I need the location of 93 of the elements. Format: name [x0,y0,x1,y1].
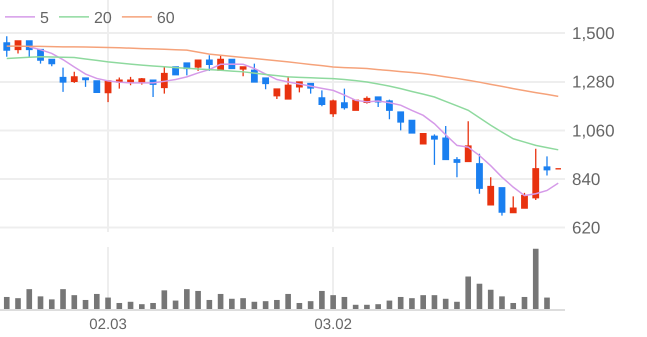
candlestick [82,77,89,88]
bar [499,296,505,309]
bar [71,295,78,309]
y-tick-label: 620 [572,218,600,238]
candlestick [521,192,528,209]
bar [105,298,111,309]
candlestick [487,176,494,206]
bar [532,248,539,309]
candlestick [420,133,427,144]
bar [94,294,100,309]
line-series [6,45,559,98]
bar [218,294,224,309]
bar [274,300,280,309]
bar [285,294,291,309]
candlestick [330,99,337,118]
x-tick-label: 02.03 [89,316,127,333]
candlestick [3,36,10,58]
legend-label: 60 [156,10,175,28]
candlestick [464,120,472,162]
candlestick [70,71,78,84]
y-tick-label: 1,500 [572,24,615,44]
x-tick-label: 03.02 [314,316,352,333]
candlestick [194,58,202,72]
line-series [6,56,559,151]
candlestick [408,120,416,134]
candlestick [273,88,280,100]
candlestick [476,153,483,194]
bar [150,302,156,309]
candlestick [93,80,100,94]
bar [206,300,212,309]
candlestick [262,77,270,90]
bar [240,298,246,309]
bar [488,290,494,309]
bar [544,298,550,309]
bar [15,298,21,309]
candlestick [240,66,247,77]
bar [262,301,268,309]
bar [296,302,302,309]
bar [4,296,10,309]
bar [420,295,426,309]
bar [442,298,449,309]
bar [252,302,258,309]
bar [128,302,134,309]
candlestick [318,90,326,107]
bar [139,304,145,309]
candlestick [544,156,550,176]
bar [184,289,190,309]
candlestick [206,54,213,72]
candlestick [397,111,404,132]
candlestick [498,187,506,216]
bar [330,295,336,309]
bar [48,299,55,309]
line-series [28,46,559,196]
candlestick [454,156,460,178]
bar [82,300,88,309]
bar [38,296,44,309]
y-tick-label: 840 [572,170,600,189]
bar [319,290,325,309]
bar [172,300,178,309]
candlestick [340,88,348,110]
bar [375,304,381,309]
bar [162,290,168,309]
bar [409,298,415,309]
bar [308,301,314,309]
bar [522,296,528,309]
legend-label: 20 [94,10,112,28]
bar [364,304,370,309]
y-tick-label: 1,280 [572,72,615,92]
bar [398,296,404,309]
candlestick [104,80,112,103]
candlestick [48,58,56,67]
candlestick [60,66,66,93]
candlestick [510,196,517,214]
legend-label: 5 [40,10,49,28]
candlestick [284,76,292,100]
bar [386,300,392,309]
bar [60,289,66,309]
candlestick [442,125,450,160]
bar [195,290,201,309]
bar [510,302,516,309]
bar [476,284,482,309]
candlestick [160,66,168,94]
candlestick [431,134,438,166]
bar [465,276,472,309]
bar [116,302,122,309]
bar [352,304,358,309]
bar [229,298,235,309]
bar [432,295,438,309]
bar [454,302,460,309]
candlestick [532,148,540,201]
bar [342,296,348,309]
bar [26,289,32,309]
y-tick-label: 1,060 [572,121,615,140]
